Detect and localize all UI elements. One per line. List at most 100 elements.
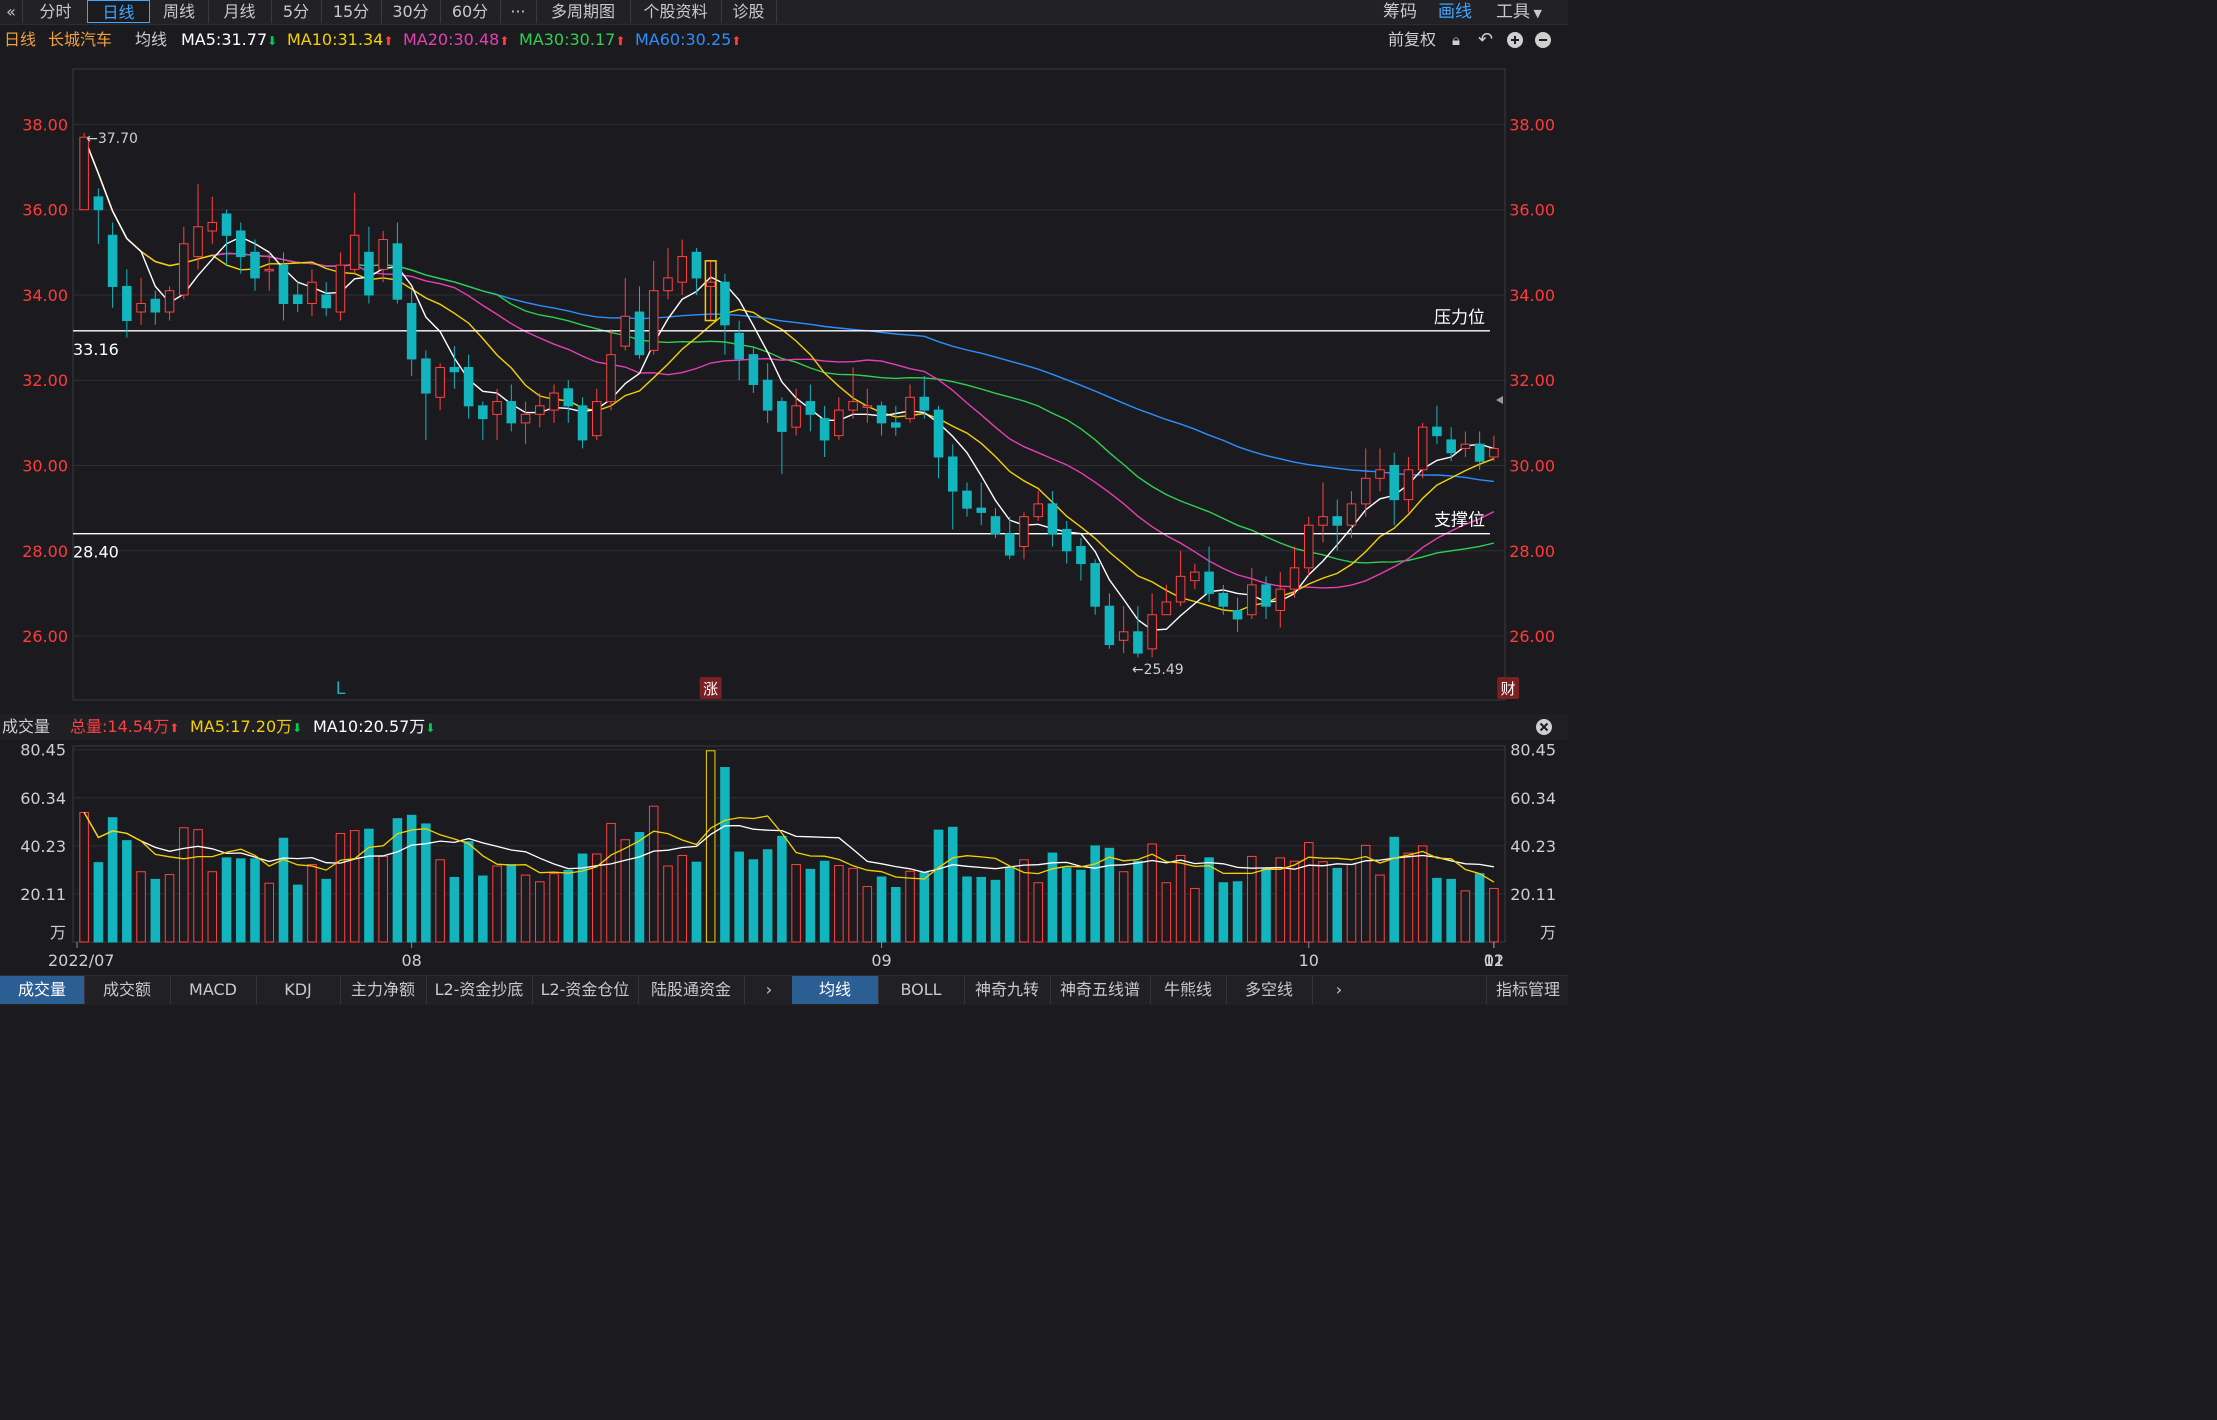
volume-chart[interactable]: 80.45 80.45 60.34 60.34 40.23 40.23 20.11 20.11… xyxy=(0,740,1568,975)
candle-body xyxy=(1303,524,1314,569)
volume-frame xyxy=(72,745,1506,943)
volume-bar xyxy=(1289,860,1300,943)
candle-body xyxy=(506,401,517,424)
candle-body xyxy=(1161,601,1172,616)
arrow-up-icon: ⬆ xyxy=(499,34,510,48)
indicator-manage-button[interactable]: 指标管理 xyxy=(1486,976,1569,1004)
top-toolbar: « 分时 日线 周线 月线 5分 15分 30分 60分 ··· 多周期图 个股资料 诊股 筹码 画线… xyxy=(0,0,1568,25)
lock-icon[interactable]: 🔒︎ xyxy=(1452,31,1460,49)
tab-4[interactable]: 5分 xyxy=(271,0,322,23)
price-chart[interactable]: 38.00 38.00 36.00 36.00 34.00 34.00 32.00 32.00… xyxy=(0,55,1568,710)
level-value: 28.40 xyxy=(73,543,119,562)
price-tick-left: 30.00 xyxy=(22,457,68,476)
overlay-tab-3[interactable]: 神奇五线谱 xyxy=(1050,976,1151,1004)
tab-11[interactable]: 诊股 xyxy=(721,0,777,23)
indicator-tab-6[interactable]: L2-资金仓位 xyxy=(532,976,639,1004)
volume-bar xyxy=(1004,867,1015,943)
candle-body xyxy=(193,226,203,258)
arrow-down-icon: ⬇ xyxy=(292,721,303,735)
tab-8[interactable]: ··· xyxy=(500,0,537,23)
candle-body xyxy=(919,396,930,411)
indicator-tab-2[interactable]: MACD xyxy=(170,976,257,1004)
candle-body xyxy=(876,405,887,424)
tab-0[interactable]: 分时 xyxy=(24,0,88,23)
volume-label[interactable]: 成交量 xyxy=(2,717,51,736)
candle-body xyxy=(1019,516,1029,548)
volume-tick-right: 80.45 xyxy=(1510,741,1556,760)
volume-bar xyxy=(122,840,132,943)
indicator-tab-1[interactable]: 成交额 xyxy=(84,976,171,1004)
volume-bar xyxy=(848,867,858,943)
tools-button[interactable]: 工具 ▼ xyxy=(1496,2,1542,22)
volume-bar xyxy=(1118,871,1129,943)
month-label: 10 xyxy=(1299,951,1319,970)
chevron-right-icon[interactable]: › xyxy=(1335,980,1343,999)
candle-body xyxy=(976,507,987,513)
tab-2[interactable]: 周线 xyxy=(150,0,209,23)
volume-bar xyxy=(1247,855,1257,943)
volume-tick-left: 万 xyxy=(50,923,66,942)
adjust-mode[interactable]: 前复权 xyxy=(1388,30,1437,49)
candle-body xyxy=(179,243,189,296)
indicator-tab-7[interactable]: 陆股通资金 xyxy=(638,976,745,1004)
candle-body xyxy=(221,213,232,236)
overlay-tab-2[interactable]: 神奇九转 xyxy=(964,976,1051,1004)
candle-body xyxy=(777,401,787,432)
volume-bar xyxy=(1190,887,1200,943)
volume-bar xyxy=(990,879,1001,943)
tab-9[interactable]: 多周期图 xyxy=(536,0,631,23)
tab-6[interactable]: 30分 xyxy=(381,0,441,23)
arrow-up-icon: ⬆ xyxy=(731,34,742,48)
overlay-tab-5[interactable]: 多空线 xyxy=(1226,976,1313,1004)
undo-icon[interactable]: ↶ xyxy=(1478,29,1494,50)
back-icon[interactable]: « xyxy=(0,0,23,23)
price-tick-right: 32.00 xyxy=(1509,371,1555,390)
zoom-in-icon[interactable] xyxy=(1505,27,1525,58)
candle-body xyxy=(122,285,132,322)
month-label: 2022/07 xyxy=(48,951,114,970)
candle-body xyxy=(207,221,218,232)
candle-body xyxy=(1346,503,1357,526)
candle-body xyxy=(549,392,559,411)
candle-body xyxy=(278,264,289,304)
tab-3[interactable]: 月线 xyxy=(208,0,272,23)
close-icon[interactable] xyxy=(1535,714,1553,744)
zoom-out-icon[interactable] xyxy=(1533,27,1553,58)
candle-body xyxy=(577,405,588,441)
tab-1[interactable]: 日线 xyxy=(87,0,150,23)
tab-10[interactable]: 个股资料 xyxy=(630,0,722,23)
tab-5[interactable]: 15分 xyxy=(321,0,382,23)
volume-bar xyxy=(1033,882,1043,943)
volume-bar xyxy=(349,830,360,943)
ma20-value: MA20:30.48⬆ xyxy=(403,30,510,49)
overlay-tab-1[interactable]: BOLL xyxy=(878,976,965,1004)
indicator-tab-4[interactable]: 主力净额 xyxy=(340,976,427,1004)
ma-label[interactable]: 均线 xyxy=(135,30,168,49)
level-tag: 支撑位 xyxy=(1434,511,1485,531)
indicator-tab-5[interactable]: L2-资金抄底 xyxy=(426,976,533,1004)
arrow-up-icon: ⬆ xyxy=(383,34,394,48)
candle-body xyxy=(691,251,702,279)
chip-analysis-button[interactable]: 筹码 xyxy=(1383,2,1417,22)
indicator-tab-0[interactable]: 成交量 xyxy=(0,976,85,1004)
period-label[interactable]: 日线 xyxy=(4,30,37,49)
draw-line-button[interactable]: 画线 xyxy=(1438,2,1472,22)
indicator-tab-3[interactable]: KDJ xyxy=(256,976,341,1004)
volume-bar xyxy=(406,814,417,943)
volume-bar xyxy=(250,858,260,943)
tab-7[interactable]: 60分 xyxy=(440,0,501,23)
volume-bar xyxy=(549,873,559,943)
candle-body xyxy=(762,379,773,411)
candle-body xyxy=(307,281,317,304)
overlay-tab-4[interactable]: 牛熊线 xyxy=(1150,976,1227,1004)
chevron-right-icon[interactable]: › xyxy=(765,980,773,999)
stock-name[interactable]: 长城汽车 xyxy=(48,30,113,49)
month-label: 08 xyxy=(401,951,421,970)
overlay-tab-0[interactable]: 均线 xyxy=(792,976,879,1004)
low-marker: ←25.49 xyxy=(1132,662,1184,678)
volume-ma10-line xyxy=(83,812,1495,874)
volume-tick-left: 80.45 xyxy=(20,741,66,760)
volume-bar xyxy=(378,855,388,943)
ma30-value: MA30:30.17⬆ xyxy=(519,30,626,49)
ma30-line xyxy=(83,136,1495,564)
